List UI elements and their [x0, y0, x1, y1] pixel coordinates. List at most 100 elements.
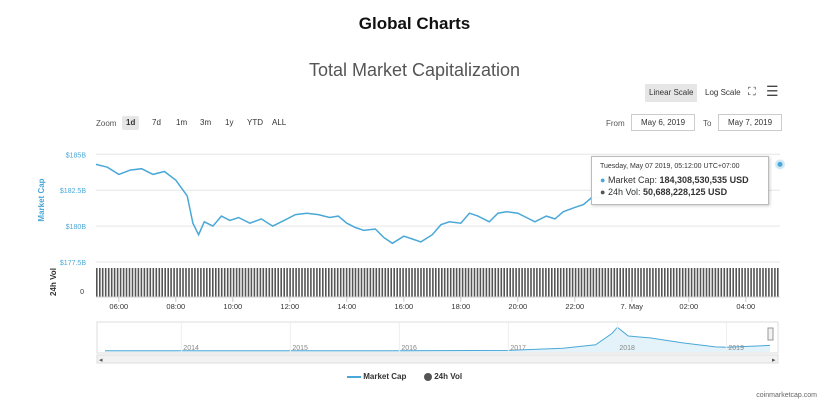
x-tick-label: 04:00 — [736, 302, 755, 311]
volume-bar — [408, 268, 410, 297]
volume-bar — [542, 268, 544, 297]
volume-bar — [212, 268, 214, 297]
volume-bar — [530, 268, 532, 297]
volume-bar — [646, 268, 648, 297]
volume-bar — [182, 268, 184, 297]
volume-bar — [497, 268, 500, 297]
navigator-line — [105, 326, 771, 352]
volume-bar — [438, 268, 440, 297]
zoom-1d-button[interactable]: 1d — [122, 116, 140, 130]
navigator-year-label: 2019 — [728, 345, 744, 352]
volume-bar — [467, 268, 470, 297]
volume-bar — [678, 268, 681, 297]
volume-bar — [292, 268, 294, 297]
zoom-all-button[interactable]: ALL — [272, 118, 287, 127]
linear-scale-button[interactable]: Linear Scale — [645, 84, 698, 102]
volume-bar — [485, 268, 488, 297]
volume-bar — [131, 268, 134, 297]
volume-bar — [286, 268, 288, 297]
volume-bar — [319, 268, 321, 297]
volume-bar — [491, 268, 494, 297]
volume-bar — [568, 268, 571, 297]
navigator-year-label: 2015 — [292, 345, 308, 352]
volume-bar — [747, 268, 749, 297]
current-point — [777, 161, 783, 167]
volume-bar — [393, 268, 395, 297]
volume-bar — [378, 268, 381, 297]
volume-axis-label: 24h Vol — [49, 268, 58, 296]
fullscreen-icon[interactable]: ⛶ — [748, 86, 756, 98]
volume-bar — [426, 268, 428, 297]
volume-bar — [536, 268, 538, 297]
volume-bar — [652, 268, 654, 297]
credit-text: coinmarketcap.com — [756, 392, 817, 399]
log-scale-button[interactable]: Log Scale — [705, 88, 741, 97]
navigator-scrollbar[interactable] — [96, 354, 779, 364]
volume-bar — [188, 268, 190, 297]
volume-bar — [664, 268, 666, 297]
volume-bar — [107, 268, 110, 297]
navigator-area — [105, 327, 770, 352]
y-tick-label: $182.5B — [60, 188, 86, 195]
zoom-label: Zoom — [96, 119, 117, 128]
x-tick-label: 7. May — [621, 302, 644, 311]
zoom-3m-button[interactable]: 3m — [200, 118, 212, 127]
from-date-input[interactable]: May 6, 2019 — [631, 114, 695, 131]
volume-bar — [711, 268, 714, 297]
volume-bar — [708, 268, 711, 297]
volume-dot-icon: ● — [600, 187, 606, 197]
volume-bar — [681, 268, 684, 297]
volume-bar — [110, 268, 113, 297]
volume-bar — [298, 268, 300, 297]
volume-bar — [455, 268, 458, 297]
volume-bar — [619, 268, 621, 297]
volume-bar — [744, 268, 746, 297]
chart-title: Total Market Capitalization — [308, 60, 521, 80]
volume-bar — [140, 268, 143, 297]
volume-bar — [687, 268, 690, 297]
volume-bar — [557, 268, 559, 297]
volume-bar — [325, 268, 327, 297]
zoom-1m-button[interactable]: 1m — [176, 118, 188, 127]
volume-bar — [429, 268, 431, 297]
tooltip-vol-label: 24h Vol: — [607, 187, 641, 197]
volume-bar — [631, 268, 633, 297]
volume-bar — [301, 268, 303, 297]
legend-volume[interactable]: 24h Vol — [424, 372, 462, 381]
volume-bar — [125, 268, 128, 297]
volume-bar — [446, 268, 449, 297]
zoom-7d-button[interactable]: 7d — [152, 118, 161, 127]
to-date-input[interactable]: May 7, 2019 — [718, 114, 782, 131]
volume-bar — [741, 268, 743, 297]
volume-bar — [354, 268, 357, 297]
volume-bar — [726, 268, 729, 297]
volume-bar — [328, 268, 330, 297]
volume-bar — [330, 268, 333, 297]
volume-bar — [574, 268, 577, 297]
volume-bar — [104, 268, 107, 297]
volume-bar — [238, 268, 241, 297]
volume-bar — [649, 268, 651, 297]
navigator-handle[interactable] — [767, 327, 774, 341]
volume-bar — [494, 268, 497, 297]
volume-bar — [134, 268, 137, 297]
volume-bar — [259, 268, 262, 297]
volume-bar — [723, 268, 726, 297]
legend-market-cap[interactable]: Market Cap — [347, 372, 406, 381]
volume-bar — [458, 268, 461, 297]
scroll-left-arrow-icon[interactable]: ◂ — [99, 357, 103, 364]
volume-bar — [304, 268, 306, 297]
menu-icon[interactable]: ☰ — [766, 83, 779, 99]
volume-bar — [283, 268, 285, 297]
volume-bar — [765, 268, 767, 297]
volume-bar — [411, 268, 413, 297]
zoom-ytd-button[interactable]: YTD — [247, 118, 263, 127]
scroll-right-arrow-icon[interactable]: ▸ — [772, 357, 776, 364]
zoom-1y-button[interactable]: 1y — [225, 118, 234, 127]
volume-bar — [307, 268, 309, 297]
volume-bar — [699, 268, 702, 297]
volume-bar — [637, 268, 639, 297]
volume-bar — [720, 268, 723, 297]
volume-bar — [369, 268, 372, 297]
